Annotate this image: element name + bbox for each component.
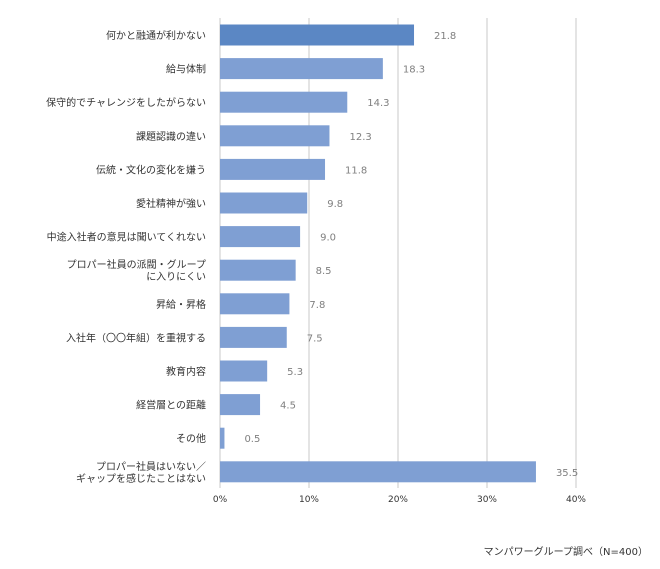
value-label: 7.8	[309, 300, 325, 311]
bar	[220, 427, 225, 449]
bar	[220, 360, 268, 382]
value-label: 8.5	[316, 266, 332, 277]
bar	[220, 226, 301, 248]
value-label: 14.3	[367, 98, 389, 109]
x-tick-label: 20%	[388, 495, 408, 505]
bar	[220, 259, 296, 281]
category-label: プロパー社員はいない／	[96, 460, 206, 473]
bar	[220, 58, 383, 80]
bar	[220, 158, 326, 180]
x-tick-label: 0%	[213, 495, 228, 505]
value-label: 12.3	[349, 132, 371, 143]
bar	[220, 192, 308, 214]
category-label: 教育内容	[166, 365, 206, 378]
value-label: 21.8	[434, 31, 456, 42]
category-label: 経営層との距離	[136, 399, 206, 412]
value-label: 35.5	[556, 468, 578, 479]
category-label: に入りにくい	[146, 271, 206, 283]
category-label: 課題認識の違い	[136, 130, 206, 143]
category-label: 伝統・文化の変化を嫌う	[96, 163, 206, 176]
category-label: 中途入社者の意見は聞いてくれない	[47, 231, 206, 244]
bar	[220, 326, 287, 348]
x-tick-label: 10%	[299, 495, 319, 505]
value-label: 7.5	[307, 333, 323, 344]
category-label: その他	[176, 432, 206, 445]
category-label: 保守的でチャレンジをしたがらない	[46, 96, 206, 109]
category-label: 昇給・昇格	[156, 298, 206, 311]
value-label: 11.8	[345, 165, 367, 176]
x-tick-label: 30%	[477, 495, 497, 505]
value-label: 9.8	[327, 199, 343, 210]
category-label: プロパー社員の派閥・グループ	[67, 258, 206, 271]
bar	[220, 293, 290, 315]
bar	[220, 125, 330, 147]
category-label: 愛社精神が強い	[136, 197, 206, 210]
value-label: 18.3	[403, 65, 425, 76]
bar	[220, 394, 261, 416]
category-label: 入社年（〇〇年組）を重視する	[66, 331, 206, 344]
value-label: 4.5	[280, 401, 296, 412]
x-tick-label: 40%	[566, 495, 586, 505]
bar	[220, 91, 348, 113]
category-label: 給与体制	[166, 63, 206, 76]
value-label: 9.0	[320, 233, 336, 244]
bar	[220, 24, 415, 46]
category-label: ギャップを感じたことはない	[76, 472, 206, 485]
bar	[220, 461, 536, 483]
source-note: マンパワーグループ調べ（N=400）	[483, 547, 648, 558]
value-label: 0.5	[244, 434, 260, 445]
value-label: 5.3	[287, 367, 303, 378]
category-label: 何かと融通が利かない	[106, 29, 206, 42]
